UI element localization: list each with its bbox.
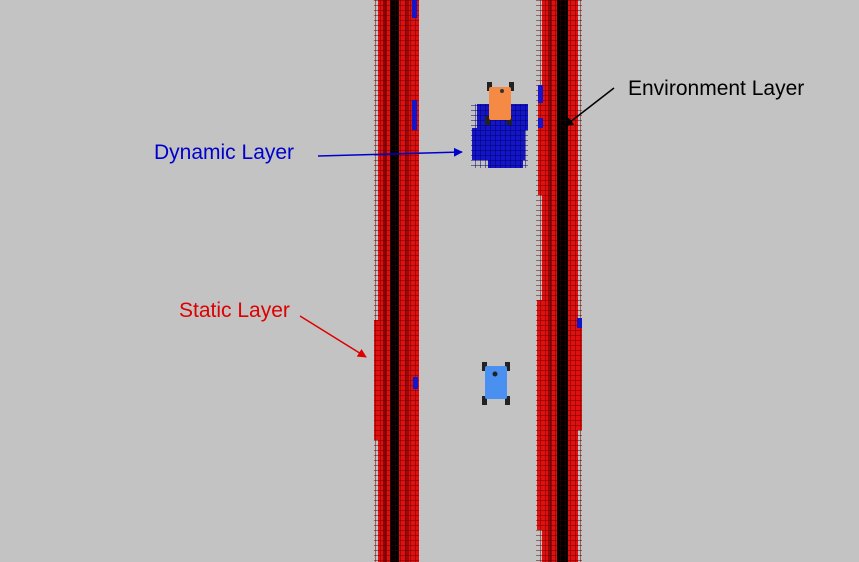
static-layer-arrow	[299, 315, 367, 358]
left-wall-dynamic-cells	[412, 0, 418, 389]
orange-robot	[485, 82, 514, 125]
right-wall-dynamic-cells	[538, 85, 582, 328]
dynamic-layer-label: Dynamic Layer	[154, 141, 294, 164]
static-layer-label: Static Layer	[179, 299, 290, 322]
dynamic-layer-arrow	[317, 147, 463, 157]
right-wall-environment-layer	[557, 0, 568, 562]
environment-layer-arrow	[564, 87, 615, 127]
blue-robot	[482, 362, 510, 405]
environment-layer-label: Environment Layer	[628, 77, 804, 100]
left-wall-environment-layer	[390, 0, 399, 562]
